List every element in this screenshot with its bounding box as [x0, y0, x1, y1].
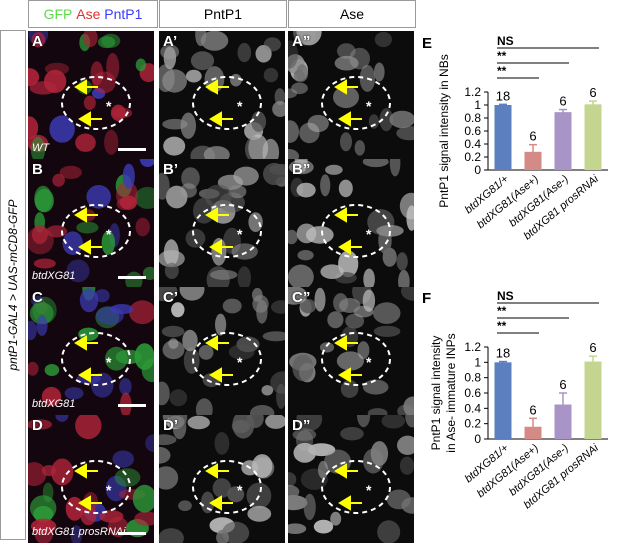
- y-tick-label: 1.2: [464, 340, 481, 354]
- y-axis-label-line2: in Ase- immature INPs: [444, 333, 458, 452]
- y-axis-label: PntP1 signal intensity: [429, 336, 443, 451]
- header-col3-text: Ase: [339, 6, 365, 22]
- scale-bar: [118, 404, 146, 407]
- svg-text:*: *: [106, 354, 112, 370]
- bar: [554, 112, 572, 170]
- header-ase-column: Ase: [288, 0, 416, 28]
- svg-text:*: *: [237, 354, 243, 370]
- y-tick-label: 1: [474, 98, 481, 112]
- bar: [554, 404, 572, 439]
- panel-label: A”: [292, 33, 311, 50]
- header-pntp1: PntP1: [104, 6, 143, 22]
- genotype-side-label: pntP1-GAL4 > UAS-mCD8-GFP: [0, 30, 26, 540]
- svg-text:*: *: [366, 226, 372, 242]
- svg-text:*: *: [106, 226, 112, 242]
- panel-label: B’: [163, 161, 178, 178]
- svg-text:*: *: [237, 226, 243, 242]
- scale-bar: [118, 148, 146, 151]
- micrograph-panel: * A WT: [28, 31, 154, 159]
- y-tick-label: 0.6: [464, 386, 481, 400]
- micrograph-panel: * B’: [159, 159, 285, 287]
- y-tick-label: 0.8: [464, 371, 481, 385]
- n-label: 6: [589, 340, 596, 355]
- significance-label: **: [497, 319, 507, 333]
- header-gfp: GFP: [43, 6, 73, 22]
- y-tick-label: 0.2: [464, 150, 481, 164]
- y-tick-label: 0.4: [464, 137, 481, 151]
- n-label: 6: [559, 377, 566, 392]
- micrograph-panel: * A’: [159, 31, 285, 159]
- significance-label: **: [497, 49, 507, 63]
- y-tick-label: 0.4: [464, 401, 481, 415]
- genotype-tag: WT: [32, 142, 50, 154]
- n-label: 6: [529, 129, 536, 144]
- panel-label: C”: [292, 289, 311, 306]
- bar: [494, 105, 512, 170]
- genotype-tag: btdXG81: [32, 270, 76, 282]
- panel-label: B: [32, 161, 43, 178]
- panel-label: D’: [163, 417, 178, 434]
- micrograph-panel: * B”: [288, 159, 414, 287]
- panel-label: C: [32, 289, 43, 306]
- scale-bar: [118, 532, 146, 535]
- header-ase: Ase: [76, 6, 101, 22]
- panel-label: A: [32, 33, 43, 50]
- n-label: 6: [559, 94, 566, 109]
- micrograph-panel: * D’: [159, 415, 285, 543]
- y-tick-label: 0.6: [464, 124, 481, 138]
- panel-label: D: [32, 417, 43, 434]
- panel-label: D”: [292, 417, 311, 434]
- svg-text:*: *: [366, 98, 372, 114]
- svg-text:*: *: [366, 482, 372, 498]
- y-tick-label: 0.2: [464, 417, 481, 431]
- svg-text:*: *: [106, 482, 112, 498]
- y-tick-label: 1: [474, 355, 481, 369]
- micrograph-panel: * D”: [288, 415, 414, 543]
- micrograph-panel: * C”: [288, 287, 414, 415]
- side-label-text: pntP1-GAL4 > UAS-mCD8-GFP: [6, 199, 20, 371]
- n-label: 18: [496, 88, 510, 103]
- panel-label: C’: [163, 289, 178, 306]
- panel-label: B”: [292, 161, 311, 178]
- y-tick-label: 0: [474, 432, 481, 446]
- y-axis-label: PntP1 signal intensity in NBs: [437, 54, 451, 207]
- significance-label: **: [497, 64, 507, 78]
- chart-panel-label: E: [422, 35, 432, 52]
- n-label: 18: [496, 346, 510, 361]
- bar: [524, 151, 542, 170]
- chart-e: E 00.20.40.60.811.2 PntP1 signal intensity…: [422, 34, 608, 242]
- y-tick-label: 0: [474, 163, 481, 177]
- y-tick-label: 1.2: [464, 85, 481, 99]
- n-label: 6: [589, 85, 596, 100]
- header-pntp1-column: PntP1: [159, 0, 287, 28]
- svg-text:*: *: [237, 98, 243, 114]
- micrograph-panel: * A”: [288, 31, 414, 159]
- panel-label: A’: [163, 33, 178, 50]
- bar: [584, 104, 602, 170]
- header-col2-text: PntP1: [203, 6, 243, 22]
- genotype-tag: btdXG81 prosRNAi: [32, 526, 126, 538]
- bar: [584, 361, 602, 439]
- genotype-tag: btdXG81: [32, 398, 76, 410]
- chart-panel-label: F: [422, 290, 431, 307]
- bar: [494, 362, 512, 439]
- svg-text:*: *: [366, 354, 372, 370]
- chart-f: F 00.2 0.40.60.8 11.2 PntP1 signal intensity…: [422, 289, 608, 511]
- significance-label: **: [497, 304, 507, 318]
- header-merge: GFP Ase PntP1: [28, 0, 158, 28]
- scale-bar: [118, 276, 146, 279]
- n-label: 6: [529, 402, 536, 417]
- significance-label: NS: [497, 289, 514, 303]
- svg-text:*: *: [237, 482, 243, 498]
- y-tick-label: 0.8: [464, 111, 481, 125]
- significance-label: NS: [497, 34, 514, 48]
- svg-text:*: *: [106, 98, 112, 114]
- micrograph-panel: * C’: [159, 287, 285, 415]
